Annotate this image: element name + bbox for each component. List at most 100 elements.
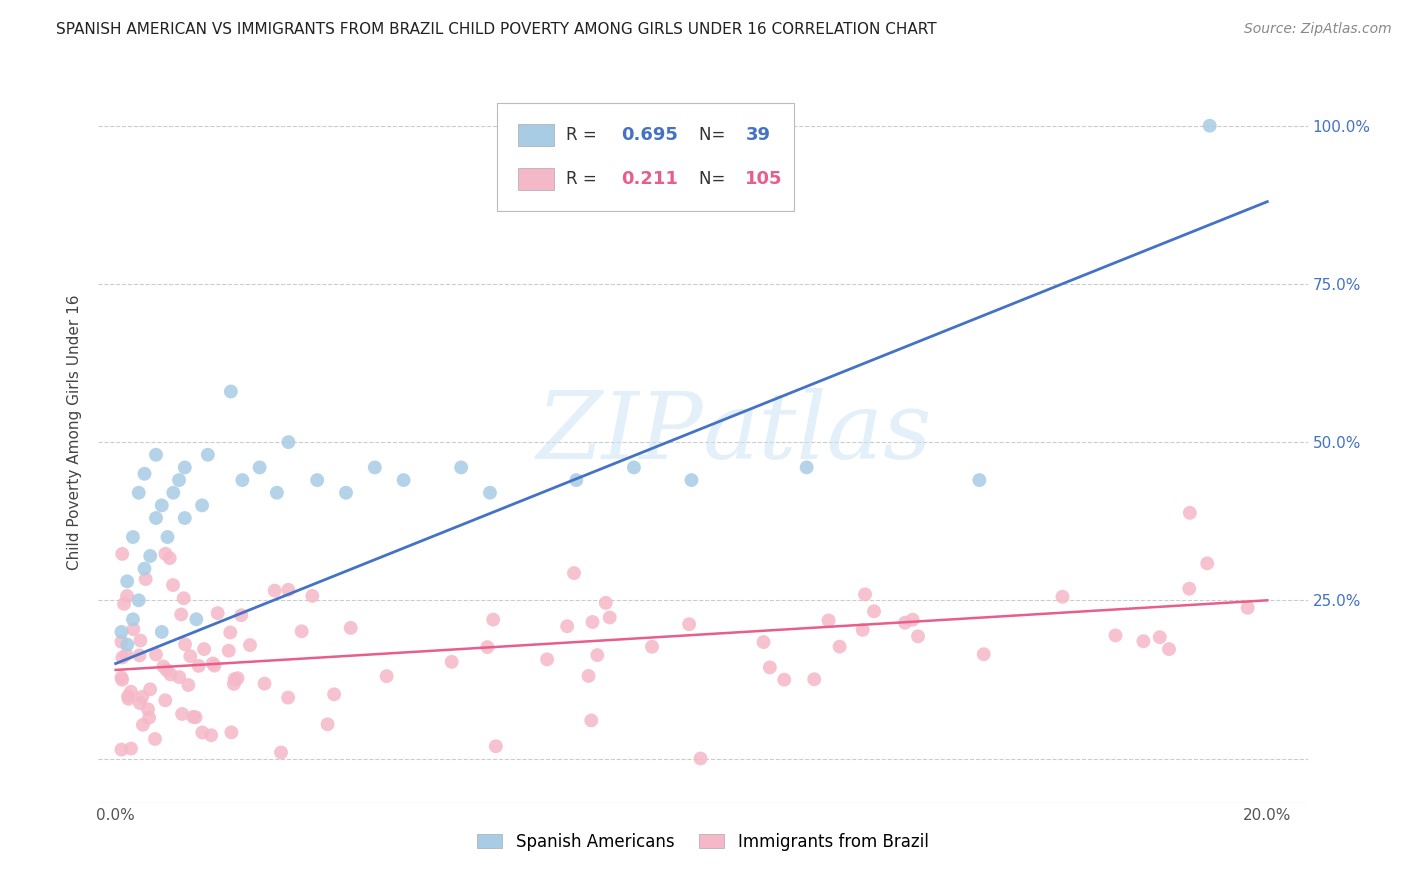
- Point: [536, 652, 558, 666]
- Point: [143, 731, 166, 746]
- Point: [111, 650, 134, 665]
- Point: [115, 589, 138, 603]
- Point: [231, 473, 253, 487]
- Point: [112, 597, 135, 611]
- Point: [863, 604, 886, 618]
- Point: [162, 485, 184, 500]
- Point: [128, 485, 150, 500]
- Point: [159, 667, 181, 681]
- Point: [115, 638, 138, 652]
- Point: [174, 637, 197, 651]
- Point: [122, 612, 145, 626]
- Text: ZIP: ZIP: [536, 388, 703, 477]
- Point: [1197, 557, 1219, 571]
- Point: [239, 638, 262, 652]
- Point: [181, 710, 204, 724]
- Point: [111, 547, 134, 561]
- Point: [122, 530, 145, 544]
- Point: [201, 657, 224, 671]
- Text: 0.211: 0.211: [621, 169, 678, 188]
- Point: [277, 582, 299, 597]
- Point: [173, 591, 195, 606]
- Point: [270, 746, 292, 760]
- Point: [392, 473, 415, 487]
- Point: [565, 473, 588, 487]
- Point: [110, 634, 132, 648]
- Point: [307, 473, 329, 487]
- Point: [1178, 582, 1201, 596]
- Point: [249, 460, 271, 475]
- Point: [186, 612, 208, 626]
- Point: [129, 633, 152, 648]
- Point: [110, 742, 132, 756]
- Point: [152, 659, 174, 673]
- Point: [364, 460, 387, 475]
- Text: N=: N=: [699, 169, 731, 188]
- Point: [219, 625, 242, 640]
- Point: [173, 511, 195, 525]
- Point: [586, 648, 609, 662]
- Point: [478, 485, 501, 500]
- Point: [581, 615, 603, 629]
- Point: [200, 728, 222, 742]
- Point: [193, 642, 215, 657]
- Point: [145, 648, 167, 662]
- Y-axis label: Child Poverty Among Girls Under 16: Child Poverty Among Girls Under 16: [67, 295, 83, 570]
- Point: [159, 551, 181, 566]
- Point: [689, 751, 711, 765]
- Point: [117, 689, 139, 703]
- Point: [117, 691, 139, 706]
- Point: [131, 690, 153, 704]
- Point: [1178, 506, 1201, 520]
- Point: [482, 613, 505, 627]
- Text: 0.695: 0.695: [621, 126, 678, 144]
- Point: [219, 384, 242, 399]
- Point: [135, 572, 157, 586]
- Point: [853, 587, 876, 601]
- Point: [156, 663, 179, 677]
- Point: [907, 629, 929, 643]
- Point: [172, 706, 194, 721]
- Point: [110, 624, 132, 639]
- Point: [1236, 600, 1258, 615]
- Point: [263, 583, 285, 598]
- Point: [187, 659, 209, 673]
- Point: [167, 670, 190, 684]
- Point: [828, 640, 851, 654]
- Point: [796, 460, 818, 475]
- Point: [138, 711, 160, 725]
- Point: [170, 607, 193, 622]
- Point: [803, 672, 825, 686]
- Point: [253, 676, 276, 690]
- Text: R =: R =: [567, 169, 607, 188]
- Bar: [517, 124, 554, 146]
- Point: [1132, 634, 1154, 648]
- Point: [120, 741, 142, 756]
- Point: [335, 485, 357, 500]
- Text: 105: 105: [745, 169, 783, 188]
- Point: [156, 530, 179, 544]
- Point: [129, 696, 152, 710]
- Point: [578, 669, 600, 683]
- Point: [226, 671, 249, 685]
- Text: Source: ZipAtlas.com: Source: ZipAtlas.com: [1244, 22, 1392, 37]
- Point: [301, 589, 323, 603]
- Text: R =: R =: [567, 126, 602, 144]
- Point: [221, 725, 243, 739]
- Point: [197, 448, 219, 462]
- Point: [173, 460, 195, 475]
- Point: [752, 635, 775, 649]
- Point: [115, 648, 138, 662]
- Point: [1104, 628, 1126, 642]
- Point: [179, 649, 201, 664]
- Point: [139, 549, 162, 563]
- Point: [440, 655, 463, 669]
- Point: [477, 640, 499, 654]
- Point: [562, 566, 585, 580]
- Text: 39: 39: [745, 126, 770, 144]
- Point: [204, 658, 226, 673]
- Point: [162, 578, 184, 592]
- Point: [207, 606, 229, 620]
- Point: [277, 690, 299, 705]
- Point: [111, 673, 134, 687]
